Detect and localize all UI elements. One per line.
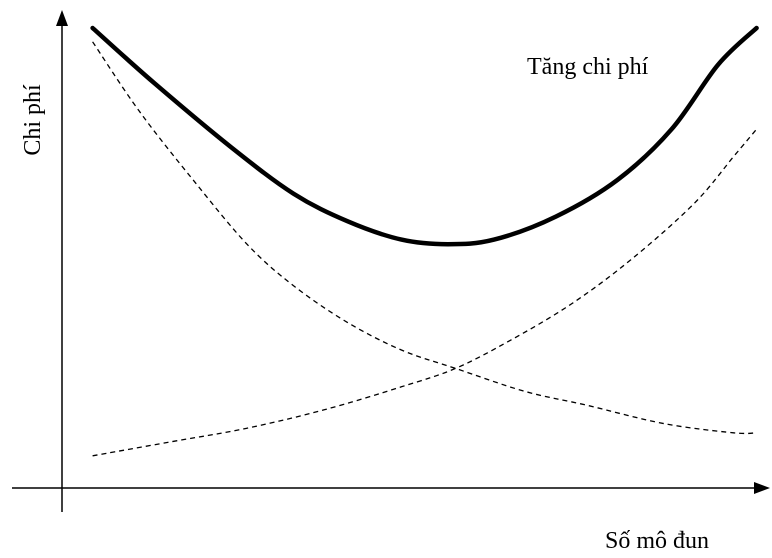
x-axis-label: Số mô đun <box>605 528 709 554</box>
series-line-decreasing <box>92 41 757 435</box>
y-axis-arrow <box>56 10 68 26</box>
y-axis-label: Chi phí <box>20 84 46 156</box>
series-layer <box>90 25 759 457</box>
series-line-total <box>90 25 759 247</box>
x-axis-arrow <box>754 482 770 494</box>
annotation-tang-chi-phi: Tăng chi phí <box>527 54 649 80</box>
series-line-increasing <box>92 128 758 457</box>
chart-axes <box>12 10 770 512</box>
